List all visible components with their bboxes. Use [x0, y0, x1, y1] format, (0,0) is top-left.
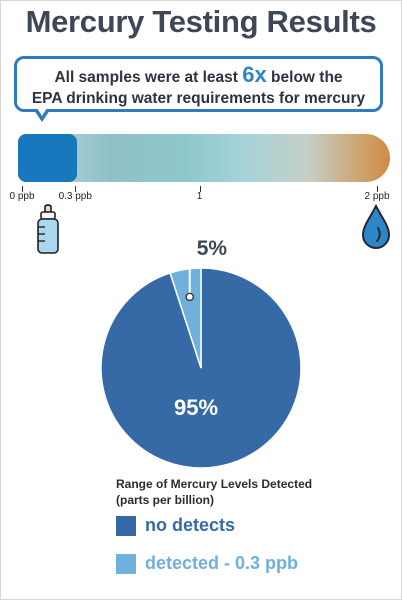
water-drop-icon — [361, 204, 391, 249]
scale-tick-label: 0 ppb — [9, 191, 35, 202]
scale-tick — [199, 186, 201, 192]
scale-tick — [377, 186, 378, 192]
callout-highlight: 6x — [242, 62, 267, 87]
slice-label-dot — [185, 292, 195, 302]
legend-label-no-detects: no detects — [145, 515, 236, 535]
callout-line-2: EPA drinking water requirements for merc… — [31, 90, 366, 107]
legend-item-no-detects: no detects — [116, 515, 235, 536]
page-title: Mercury Testing Results — [25, 4, 377, 39]
scale-tick-label: 2 ppb — [364, 191, 390, 202]
scale-tick — [22, 186, 23, 192]
legend-title: Range of Mercury Levels Detected (parts … — [116, 476, 376, 508]
legend-item-detected: detected - 0.3 ppb — [116, 553, 298, 574]
baby-bottle-icon — [37, 204, 59, 254]
legend-title-line-1: Range of Mercury Levels Detected — [116, 477, 313, 491]
pie-label-detected: 5% — [197, 237, 228, 260]
scale-tick — [75, 186, 77, 192]
callout-suffix: below the — [266, 69, 343, 86]
legend-swatch-detected — [116, 553, 136, 574]
pie-slices — [100, 267, 302, 469]
callout-prefix: All samples were at least — [54, 69, 243, 86]
ppb-scale-bar — [18, 134, 390, 182]
pie-label-no-detects: 95% — [174, 395, 218, 420]
scale-tick-label: 0.3 ppb — [58, 191, 92, 202]
callout-box: All samples were at least 6x below the E… — [14, 56, 383, 112]
scale-tick-label: 1 — [196, 191, 203, 202]
legend-swatch-no-detects — [116, 515, 136, 536]
callout-line-1: All samples were at least 6x below the — [17, 64, 380, 88]
scale-fill-marker — [18, 134, 78, 182]
legend-title-line-2: (parts per billion) — [116, 493, 215, 507]
pie-slice-detected — [169, 267, 202, 369]
callout-pointer-inner — [37, 108, 47, 116]
legend-label-detected: detected - 0.3 ppb — [145, 553, 299, 573]
